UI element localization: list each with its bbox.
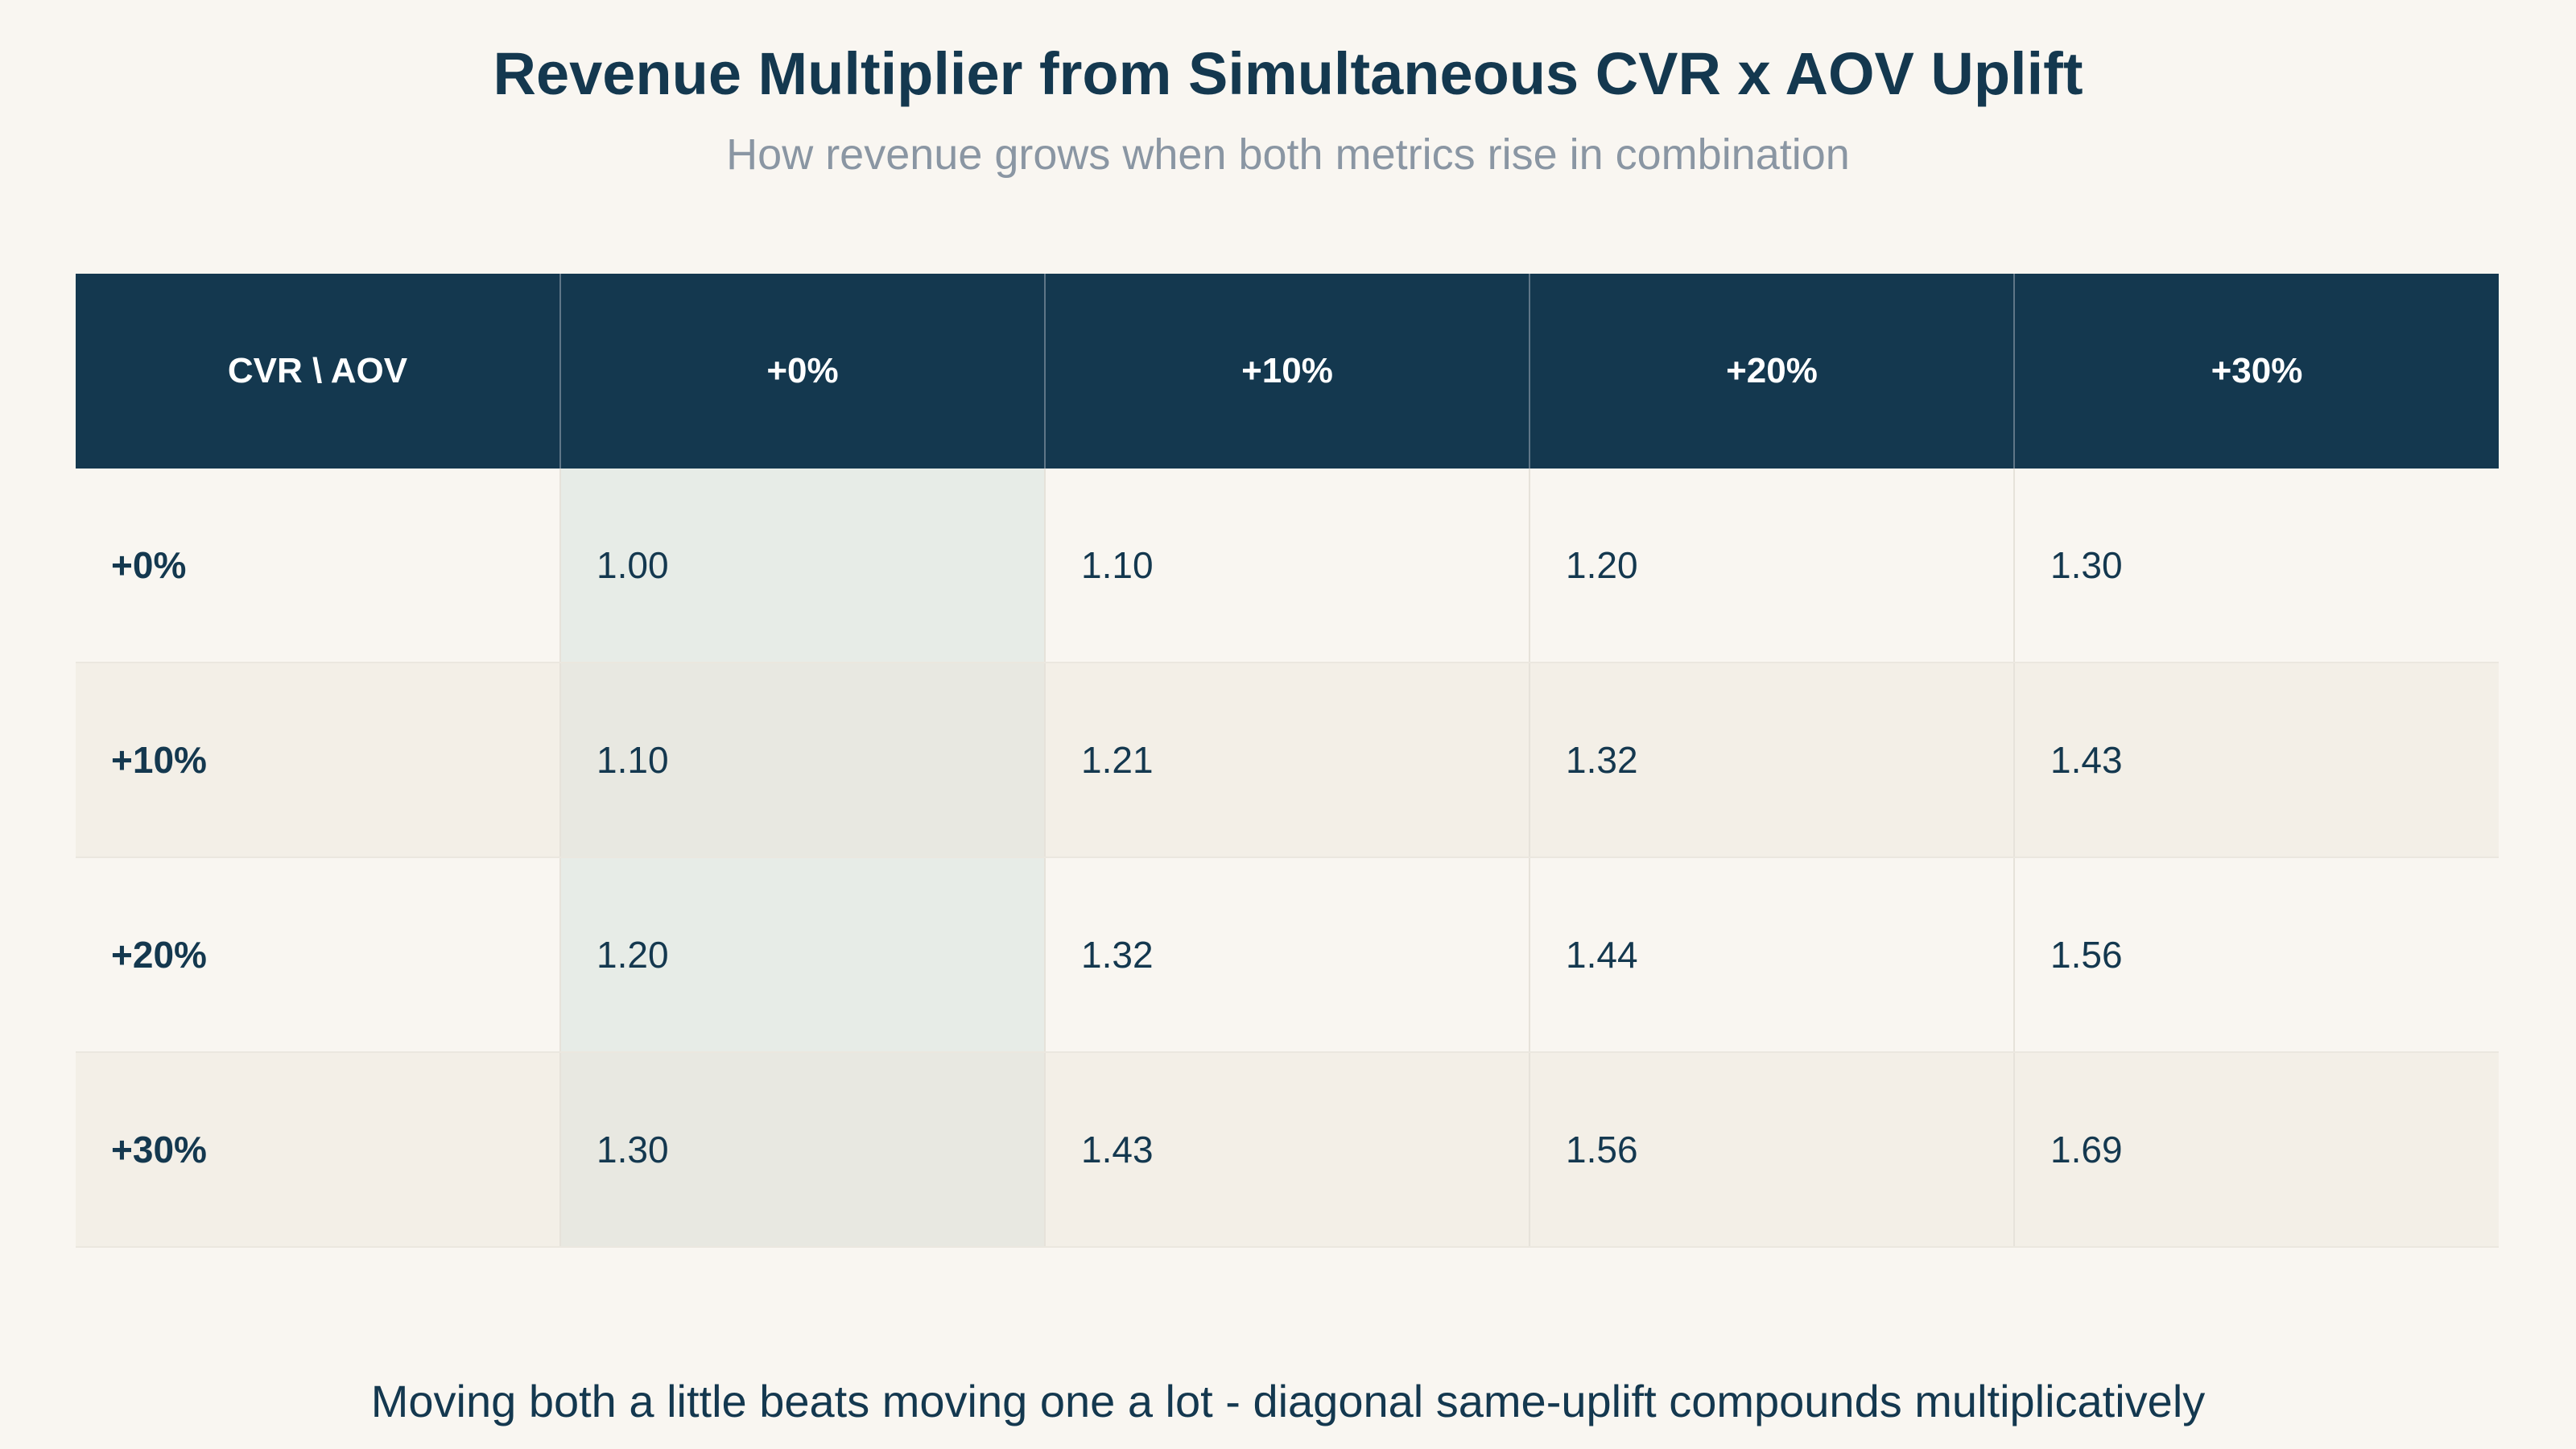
row-header: +30% (76, 1052, 560, 1248)
row-header: +20% (76, 857, 560, 1053)
chart-subtitle: How revenue grows when both metrics rise… (726, 130, 1850, 179)
table-cell: 1.00 (559, 469, 1045, 663)
table-row-cvr-30: +30% 1.30 1.43 1.56 1.69 (76, 1052, 2499, 1248)
row-header: +0% (76, 469, 560, 663)
row-header: +10% (76, 663, 560, 858)
column-header-aov-10: +10% (1044, 274, 1530, 469)
table-cell: 1.32 (1529, 663, 2014, 858)
table-cell: 1.56 (2013, 857, 2499, 1053)
table-cell: 1.30 (559, 1052, 1045, 1248)
table-cell: 1.69 (2013, 1052, 2499, 1248)
column-header-aov-0: +0% (559, 274, 1045, 469)
corner-header: CVR \ AOV (76, 274, 560, 469)
table-cell: 1.56 (1529, 1052, 2014, 1248)
table-cell: 1.20 (559, 857, 1045, 1053)
table-row-cvr-10: +10% 1.10 1.21 1.32 1.43 (76, 663, 2499, 858)
table-header-row: CVR \ AOV +0% +10% +20% +30% (76, 274, 2499, 469)
table-cell: 1.30 (2013, 469, 2499, 663)
table-cell: 1.43 (2013, 663, 2499, 858)
table-cell: 1.21 (1044, 663, 1530, 858)
table-cell: 1.44 (1529, 857, 2014, 1053)
revenue-multiplier-table: CVR \ AOV +0% +10% +20% +30% +0% 1.00 1.… (76, 274, 2499, 1248)
table-cell: 1.10 (1044, 469, 1530, 663)
table-cell: 1.43 (1044, 1052, 1530, 1248)
chart-title: Revenue Multiplier from Simultaneous CVR… (493, 40, 2083, 107)
table-cell: 1.32 (1044, 857, 1530, 1053)
table-cell: 1.20 (1529, 469, 2014, 663)
table-cell: 1.10 (559, 663, 1045, 858)
table-row-cvr-0: +0% 1.00 1.10 1.20 1.30 (76, 469, 2499, 663)
column-header-aov-20: +20% (1529, 274, 2014, 469)
table-row-cvr-20: +20% 1.20 1.32 1.44 1.56 (76, 857, 2499, 1053)
chart-caption: Moving both a little beats moving one a … (370, 1376, 2206, 1426)
column-header-aov-30: +30% (2013, 274, 2499, 469)
